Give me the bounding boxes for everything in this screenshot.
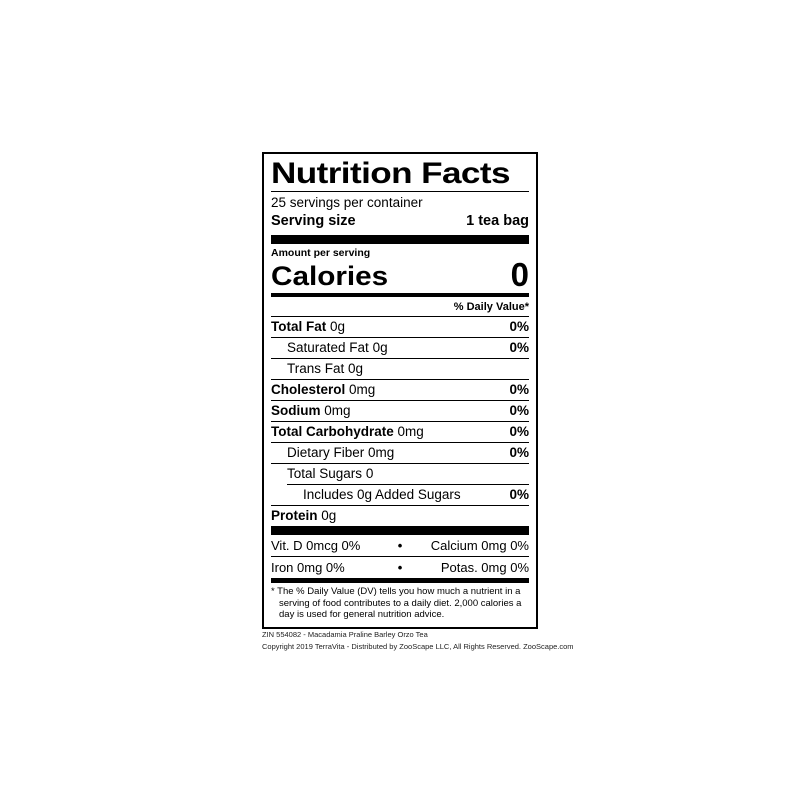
serving-size-value: 1 tea bag <box>466 213 529 229</box>
calcium-value: Calcium 0mg 0% <box>430 537 529 553</box>
vitamin-d-value: Vit. D 0mcg 0% <box>271 537 361 553</box>
product-footer-text: ZIN 554082 - Macadamia Praline Barley Or… <box>262 629 582 653</box>
nutrient-row-protein: Protein 0g <box>271 505 529 526</box>
daily-value-footnote: * The % Daily Value (DV) tells you how m… <box>271 586 522 620</box>
bullet-separator: • <box>397 559 403 575</box>
amount-per-serving-label: Amount per serving <box>271 247 371 259</box>
nutrient-row-sodium: Sodium 0mg 0% <box>271 400 529 421</box>
calories-value: 0 <box>510 256 529 293</box>
serving-size-label: Serving size <box>271 213 356 229</box>
product-id-line: ZIN 554082 - Macadamia Praline Barley Or… <box>262 630 428 639</box>
micronutrients-section: Vit. D 0mcg 0% • Calcium 0mg 0% Iron 0mg… <box>271 526 529 578</box>
nutrient-row-total-fat: Total Fat 0g 0% <box>271 316 529 337</box>
nutrient-row-cholesterol: Cholesterol 0mg 0% <box>271 379 529 400</box>
servings-per-container: 25 servings per container <box>271 195 423 210</box>
nutrient-row-total-carbohydrate: Total Carbohydrate 0mg 0% <box>271 421 529 442</box>
nutrition-facts-title-text: Nutrition Facts <box>271 157 510 190</box>
micronutrient-row-1: Vit. D 0mcg 0% • Calcium 0mg 0% <box>271 535 529 556</box>
separator-bar-medium <box>271 578 529 583</box>
potassium-value: Potas. 0mg 0% <box>440 559 529 575</box>
nutrient-row-saturated-fat: Saturated Fat 0g 0% <box>271 337 529 358</box>
nutrient-row-dietary-fiber: Dietary Fiber 0mg 0% <box>271 442 529 463</box>
separator-bar-thick <box>271 235 529 244</box>
calories-label: Calories <box>271 261 389 291</box>
copyright-line: Copyright 2019 TerraVita - Distributed b… <box>262 642 574 651</box>
calories-row: Calories 0 <box>271 256 529 297</box>
nutrient-row-total-sugars: Total Sugars 0 <box>271 463 529 484</box>
iron-value: Iron 0mg 0% <box>271 559 345 575</box>
serving-size-row: Serving size 1 tea bag <box>271 211 529 235</box>
micronutrient-row-2: Iron 0mg 0% • Potas. 0mg 0% <box>271 556 529 578</box>
nutrient-row-trans-fat: Trans Fat 0g <box>271 358 529 379</box>
nutrition-facts-title: Nutrition Facts <box>271 158 529 192</box>
percent-daily-value-header: % Daily Value* <box>453 301 529 313</box>
nutrition-facts-label: Nutrition Facts 25 servings per containe… <box>262 152 538 629</box>
nutrient-row-added-sugars: Includes 0g Added Sugars 0% <box>287 484 529 505</box>
bullet-separator: • <box>397 537 403 553</box>
